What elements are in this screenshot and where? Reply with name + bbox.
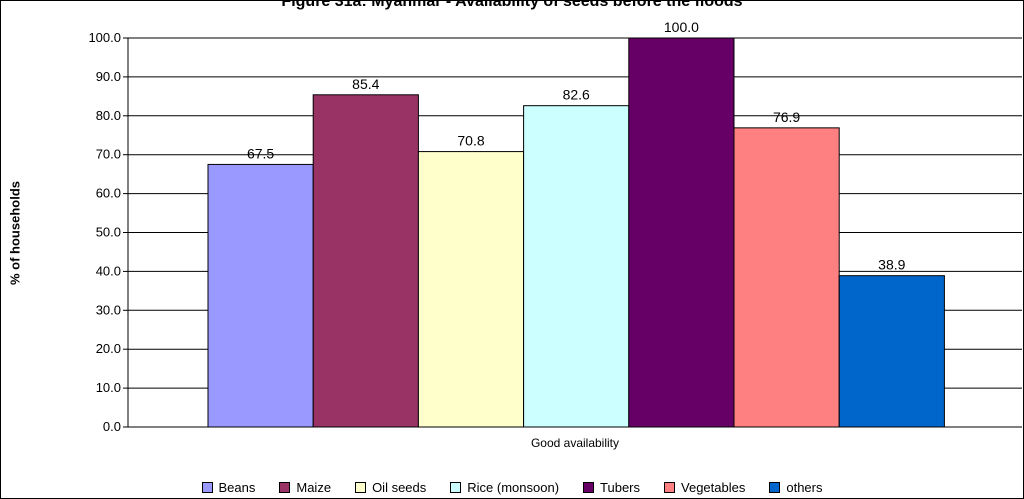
y-tick-label: 90.0 [96,69,121,84]
legend-label: Tubers [600,480,641,495]
legend-label: Beans [218,480,256,495]
data-label: 100.0 [664,19,699,35]
legend-item: Maize [279,480,331,495]
bar-beans [207,163,314,428]
data-label: 76.9 [773,109,800,125]
legend-item: Oil seeds [355,480,426,495]
legend-item: Vegetables [664,480,745,495]
bar-vegetables [733,127,840,428]
legend-label: others [786,480,823,495]
bar-oil-seeds [417,151,525,428]
legend-label: Oil seeds [372,480,427,495]
legend-label: Rice (monsoon) [467,480,560,495]
y-tick-label: 60.0 [96,186,121,201]
y-tick-label: 70.0 [96,147,121,162]
legend-swatch [450,482,462,493]
data-label: 82.6 [563,87,590,103]
y-tick-label: 0.0 [103,419,121,434]
legend-label: Vegetables [681,480,746,495]
y-tick-label: 40.0 [96,263,121,278]
bar-rice-monsoon [523,105,630,428]
y-tick-label: 30.0 [96,302,121,317]
legend-item: Rice (monsoon) [450,480,559,495]
x-category-label: Good availability [531,436,619,450]
data-label: 67.5 [247,145,274,161]
bar-tubers [628,37,735,428]
bar-others [838,275,945,428]
data-label: 38.9 [878,257,905,273]
legend-item: others [769,480,823,495]
legend-swatch [355,482,367,493]
legend-swatch [583,482,595,493]
legend-item: Beans [201,480,256,495]
bar-maize [312,94,419,428]
legend-swatch [769,482,781,493]
legend-swatch [201,482,213,493]
chart-title: Figure 31a: Myanmar - Availability of se… [281,0,743,10]
legend-swatch [279,482,291,493]
y-tick-label: 100.0 [88,30,121,45]
y-tick-label: 80.0 [96,108,121,123]
legend: Beans Maize Oil seeds Rice (monsoon) Tubers V… [1,480,1023,495]
legend-swatch [664,482,676,493]
data-label: 70.8 [457,133,484,149]
y-tick-label: 20.0 [96,341,121,356]
y-tick-label: 50.0 [96,225,121,240]
legend-item: Tubers [583,480,640,495]
data-label: 85.4 [352,76,379,92]
legend-label: Maize [296,480,332,495]
y-tick-label: 10.0 [96,380,121,395]
